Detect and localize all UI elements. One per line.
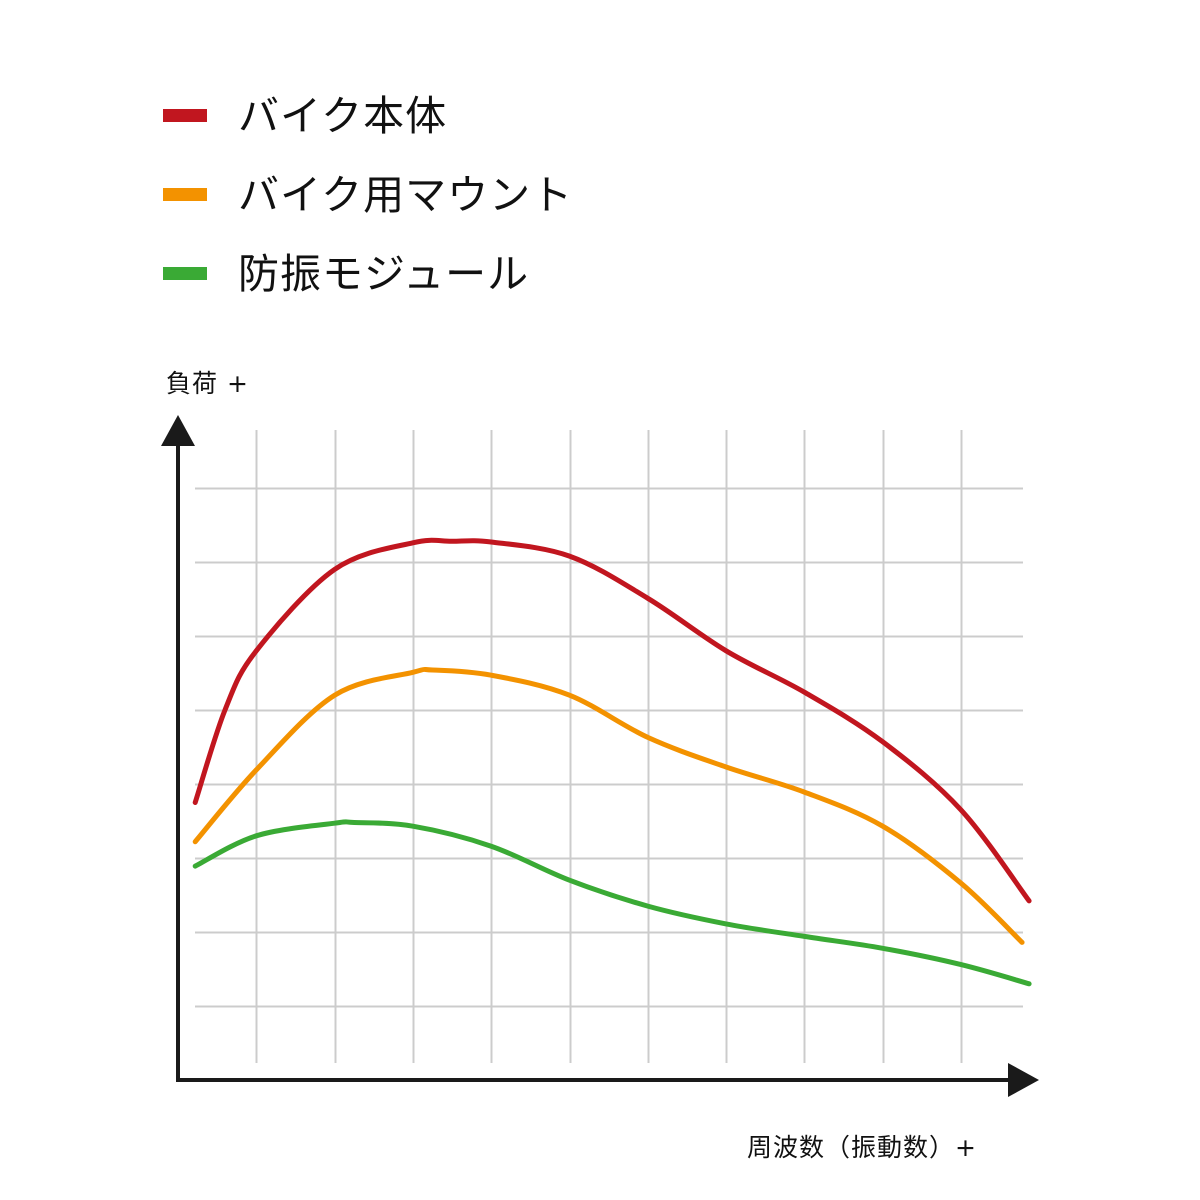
x-axis-label: 周波数（振動数）+ bbox=[747, 1133, 977, 1162]
series-lines bbox=[192, 537, 1032, 987]
series-line-bike-mount bbox=[192, 666, 1025, 945]
legend: バイク本体 バイク用マウント 防振モジュール bbox=[163, 76, 573, 313]
legend-label: バイク用マウント bbox=[238, 170, 574, 219]
grid-lines bbox=[195, 430, 1023, 1063]
legend-item-bike-body: バイク本体 bbox=[163, 76, 573, 155]
y-axis-label: 負荷 + bbox=[166, 369, 249, 398]
legend-item-bike-mount: バイク用マウント bbox=[163, 155, 573, 234]
x-axis-arrow-icon bbox=[1008, 1063, 1039, 1097]
legend-swatch-orange bbox=[163, 188, 207, 201]
y-axis-arrow-icon bbox=[161, 415, 195, 446]
legend-item-vibration-module: 防振モジュール bbox=[163, 234, 573, 313]
legend-swatch-green bbox=[163, 267, 207, 280]
legend-label: バイク本体 bbox=[238, 91, 448, 140]
axes bbox=[161, 415, 1039, 1097]
series-line-vibration-module bbox=[192, 819, 1032, 987]
legend-label: 防振モジュール bbox=[238, 249, 530, 298]
legend-swatch-red bbox=[163, 109, 207, 122]
series-line-bike-body bbox=[192, 537, 1032, 904]
